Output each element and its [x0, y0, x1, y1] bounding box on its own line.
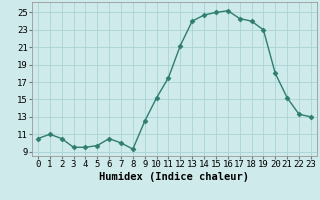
X-axis label: Humidex (Indice chaleur): Humidex (Indice chaleur): [100, 172, 249, 182]
